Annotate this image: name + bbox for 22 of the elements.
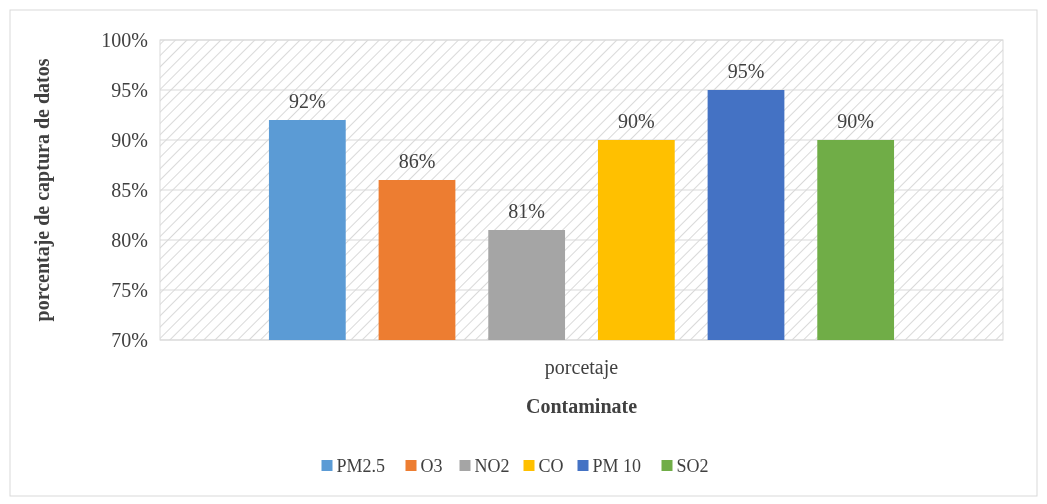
y-tick-label: 100% bbox=[101, 29, 148, 51]
legend-label: NO2 bbox=[474, 456, 510, 477]
y-tick-label: 90% bbox=[111, 129, 148, 151]
legend-label: PM 10 bbox=[592, 456, 642, 477]
y-tick-label: 95% bbox=[111, 79, 148, 101]
x-tick-label: porcetaje bbox=[544, 356, 619, 379]
legend-label: PM2.5 bbox=[336, 456, 386, 477]
data-label: 90% bbox=[837, 110, 874, 132]
data-label: 95% bbox=[727, 60, 765, 82]
data-label: 92% bbox=[289, 90, 326, 112]
data-label: 86% bbox=[398, 150, 436, 172]
legend-label: SO2 bbox=[676, 456, 709, 477]
y-tick-label: 70% bbox=[111, 329, 148, 351]
legend-label: CO bbox=[538, 456, 564, 477]
y-tick-label: 80% bbox=[111, 229, 148, 251]
x-axis-title: Contaminate bbox=[525, 395, 638, 417]
y-tick-label: 85% bbox=[111, 179, 148, 201]
legend-label: O3 bbox=[420, 456, 443, 477]
y-axis-title: porcentaje de captura de datos bbox=[31, 58, 54, 322]
data-label: 90% bbox=[618, 110, 655, 132]
data-label: 81% bbox=[508, 200, 545, 222]
y-tick-label: 75% bbox=[111, 279, 148, 301]
